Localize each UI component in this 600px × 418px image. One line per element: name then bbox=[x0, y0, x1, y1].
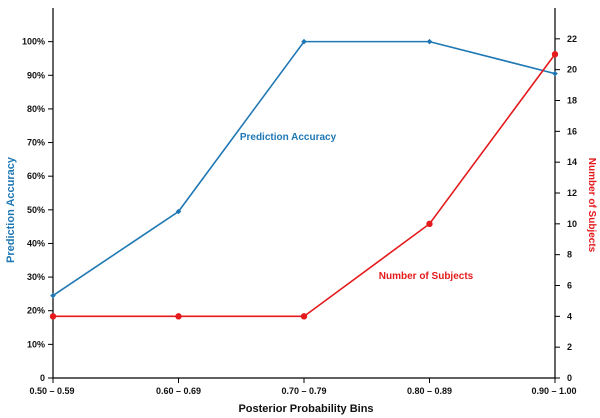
left-axis-title: Prediction Accuracy bbox=[5, 156, 17, 263]
x-tick-label: 0.70 – 0.79 bbox=[281, 386, 326, 396]
subjects-data-point bbox=[49, 313, 57, 320]
x-tick-label: 0.50 – 0.59 bbox=[29, 386, 74, 396]
accuracy-series-label: Prediction Accuracy bbox=[240, 132, 337, 143]
axes-layer: 0 10% 20% 30% 40% 50% 60% 70% 80% 90% 100% 0 2 4 6 8 10 1… bbox=[22, 8, 577, 396]
left-tick-label: 10% bbox=[27, 339, 45, 349]
accuracy-data-point bbox=[301, 38, 307, 45]
left-tick-label: 20% bbox=[27, 306, 45, 316]
left-tick-label: 0 bbox=[40, 373, 45, 383]
x-tick-label: 0.80 – 0.89 bbox=[407, 386, 452, 396]
left-tick-label: 100% bbox=[22, 37, 45, 47]
right-tick-label: 0 bbox=[567, 373, 572, 383]
subjects-series-line bbox=[53, 53, 556, 318]
right-tick-label: 14 bbox=[567, 157, 577, 167]
left-tick-label: 40% bbox=[27, 238, 45, 248]
right-tick-label: 4 bbox=[567, 311, 572, 321]
accuracy-data-point bbox=[552, 70, 558, 77]
labels-layer: Posterior Probability Bins Prediction Ac… bbox=[5, 132, 597, 415]
accuracy-series-line bbox=[52, 40, 556, 297]
right-tick-label: 12 bbox=[567, 188, 577, 198]
right-tick-label: 2 bbox=[567, 342, 572, 352]
left-tick-label: 70% bbox=[27, 138, 45, 148]
left-tick-label: 80% bbox=[27, 104, 45, 114]
x-tick-label: 0.60 – 0.69 bbox=[156, 386, 201, 396]
right-tick-label: 6 bbox=[567, 281, 572, 291]
x-axis-title: Posterior Probability Bins bbox=[238, 403, 373, 415]
right-axis-title: Number of Subjects bbox=[586, 158, 597, 253]
x-tick-label: 0.90 – 1.00 bbox=[531, 386, 576, 396]
right-tick-label: 22 bbox=[567, 34, 577, 44]
right-tick-label: 16 bbox=[567, 126, 577, 136]
right-tick-label: 18 bbox=[567, 96, 577, 106]
left-tick-label: 30% bbox=[27, 272, 45, 282]
right-tick-label: 20 bbox=[567, 65, 577, 75]
subjects-data-point bbox=[300, 313, 308, 320]
series-layer bbox=[49, 38, 559, 320]
accuracy-data-point bbox=[426, 38, 433, 45]
right-tick-label: 8 bbox=[567, 250, 572, 260]
accuracy-data-point bbox=[50, 292, 56, 299]
accuracy-data-point bbox=[175, 208, 182, 215]
subjects-data-point bbox=[426, 220, 433, 228]
subjects-data-point bbox=[175, 313, 182, 320]
subjects-series-label: Number of Subjects bbox=[379, 271, 474, 282]
right-tick-label: 10 bbox=[567, 219, 577, 229]
left-tick-label: 50% bbox=[27, 205, 45, 215]
left-tick-label: 90% bbox=[27, 70, 45, 80]
subjects-data-point bbox=[551, 51, 559, 58]
left-tick-label: 60% bbox=[27, 171, 45, 181]
